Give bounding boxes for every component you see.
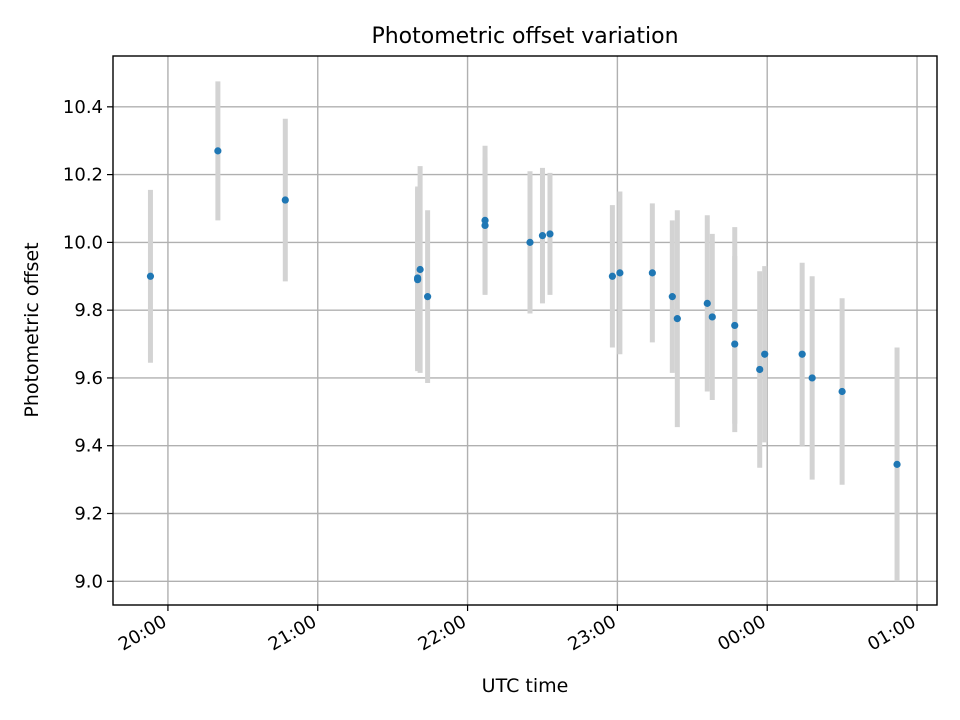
tick-layer: 20:00 21:00 22:00 23:00 00:00 01:009.09.29.49… bbox=[63, 97, 920, 655]
data-point bbox=[798, 350, 806, 358]
chart-title: Photometric offset variation bbox=[371, 24, 678, 49]
y-tick-label: 9.6 bbox=[74, 368, 103, 389]
data-point bbox=[731, 340, 739, 348]
y-tick-label: 10.0 bbox=[63, 232, 103, 253]
data-point bbox=[648, 269, 656, 277]
y-tick-label: 10.2 bbox=[63, 165, 103, 186]
y-tick-label: 9.0 bbox=[74, 571, 103, 592]
data-point bbox=[281, 196, 289, 204]
data-point bbox=[424, 293, 432, 301]
data-point bbox=[808, 374, 816, 382]
data-point bbox=[708, 313, 716, 321]
data-point bbox=[673, 315, 681, 323]
data-point bbox=[756, 365, 764, 374]
data-point bbox=[703, 299, 711, 307]
y-tick-label: 9.4 bbox=[74, 436, 103, 457]
y-tick-label: 9.8 bbox=[74, 300, 103, 321]
data-point bbox=[414, 276, 422, 284]
data-point bbox=[616, 269, 624, 277]
data-point bbox=[838, 387, 846, 396]
data-point bbox=[481, 221, 489, 230]
y-axis-label: Photometric offset bbox=[21, 242, 43, 417]
grid-layer bbox=[113, 56, 937, 605]
data-point bbox=[416, 265, 424, 274]
y-tick-label: 10.4 bbox=[63, 97, 103, 118]
data-point bbox=[526, 238, 534, 246]
data-point bbox=[546, 230, 554, 238]
x-axis-label: UTC time bbox=[482, 675, 569, 697]
data-point bbox=[731, 321, 739, 330]
y-tick-label: 9.2 bbox=[74, 504, 103, 525]
data-point bbox=[761, 350, 769, 358]
data-point bbox=[538, 232, 547, 240]
data-point bbox=[481, 216, 489, 224]
data-point bbox=[668, 293, 676, 301]
data-point bbox=[146, 272, 155, 280]
data-point bbox=[608, 272, 616, 280]
data-point bbox=[214, 147, 222, 155]
plot-frame bbox=[112, 55, 938, 606]
point-layer bbox=[146, 147, 901, 468]
data-point bbox=[893, 460, 901, 468]
